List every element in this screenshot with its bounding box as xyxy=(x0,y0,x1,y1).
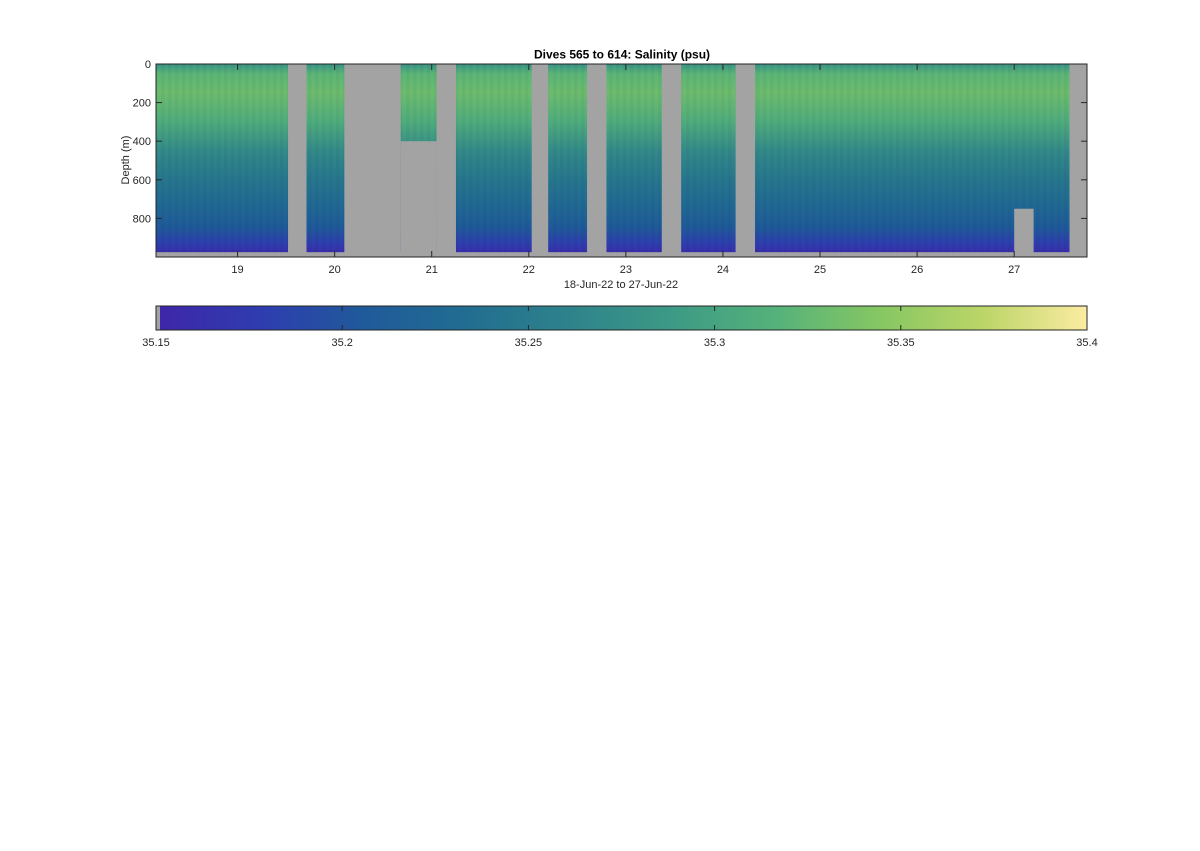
x-tick-label: 22 xyxy=(523,264,535,276)
data-gap-3 xyxy=(436,64,456,257)
x-tick-label: 26 xyxy=(911,264,923,276)
x-tick-label: 25 xyxy=(814,264,826,276)
data-gap-6 xyxy=(661,64,682,257)
x-tick-label: 19 xyxy=(231,264,243,276)
y-tick-label: 200 xyxy=(133,98,151,110)
plot-frame xyxy=(155,63,1088,258)
x-axis-ticks: 19 20 21 22 23 24 25 26 27 xyxy=(231,64,1020,276)
colorbar-fill xyxy=(156,306,1087,330)
colorbar-tick-label: 35.25 xyxy=(515,337,543,349)
data-gap-4 xyxy=(531,64,549,257)
colorbar-tick-label: 35.15 xyxy=(142,337,170,349)
data-gap-5 xyxy=(587,64,607,257)
data-gap-8 xyxy=(1014,208,1034,257)
salinity-section-plot: 19 20 21 22 23 24 25 26 27 0 200 400 600 800 xyxy=(133,59,1088,276)
colorbar-tick-label: 35.2 xyxy=(331,337,352,349)
x-tick-label: 27 xyxy=(1008,264,1020,276)
data-gaps xyxy=(288,64,1087,257)
data-gap-9 xyxy=(1069,64,1087,257)
colorbar-ticks: 35.15 35.2 35.25 35.3 35.35 35.4 xyxy=(142,306,1098,349)
colorbar-frame xyxy=(155,305,1088,331)
colorbar-tick-label: 35.3 xyxy=(704,337,725,349)
data-gap-2 xyxy=(400,141,437,257)
x-tick-label: 20 xyxy=(329,264,341,276)
colorbar-nodata-swatch xyxy=(156,306,160,330)
data-gap-1 xyxy=(344,64,401,257)
data-gap-7 xyxy=(735,64,755,257)
y-tick-label: 600 xyxy=(133,175,151,187)
x-tick-label: 24 xyxy=(717,264,729,276)
y-tick-label: 400 xyxy=(133,136,151,148)
y-tick-label: 800 xyxy=(133,213,151,225)
salinity-field-texture xyxy=(156,64,1087,253)
y-axis-label: Depth (m) xyxy=(120,136,132,185)
x-tick-label: 23 xyxy=(620,264,632,276)
colorbar-tick-label: 35.35 xyxy=(887,337,915,349)
data-gap-0 xyxy=(288,64,307,257)
y-axis-ticks: 0 200 400 600 800 xyxy=(133,59,1087,225)
chart-title: Dives 565 to 614: Salinity (psu) xyxy=(534,48,710,62)
x-axis-label: 18-Jun-22 to 27-Jun-22 xyxy=(564,279,678,291)
colorbar: 35.15 35.2 35.25 35.3 35.35 35.4 xyxy=(142,305,1098,349)
colorbar-tick-label: 35.4 xyxy=(1076,337,1097,349)
y-tick-label: 0 xyxy=(145,59,151,71)
x-tick-label: 21 xyxy=(426,264,438,276)
